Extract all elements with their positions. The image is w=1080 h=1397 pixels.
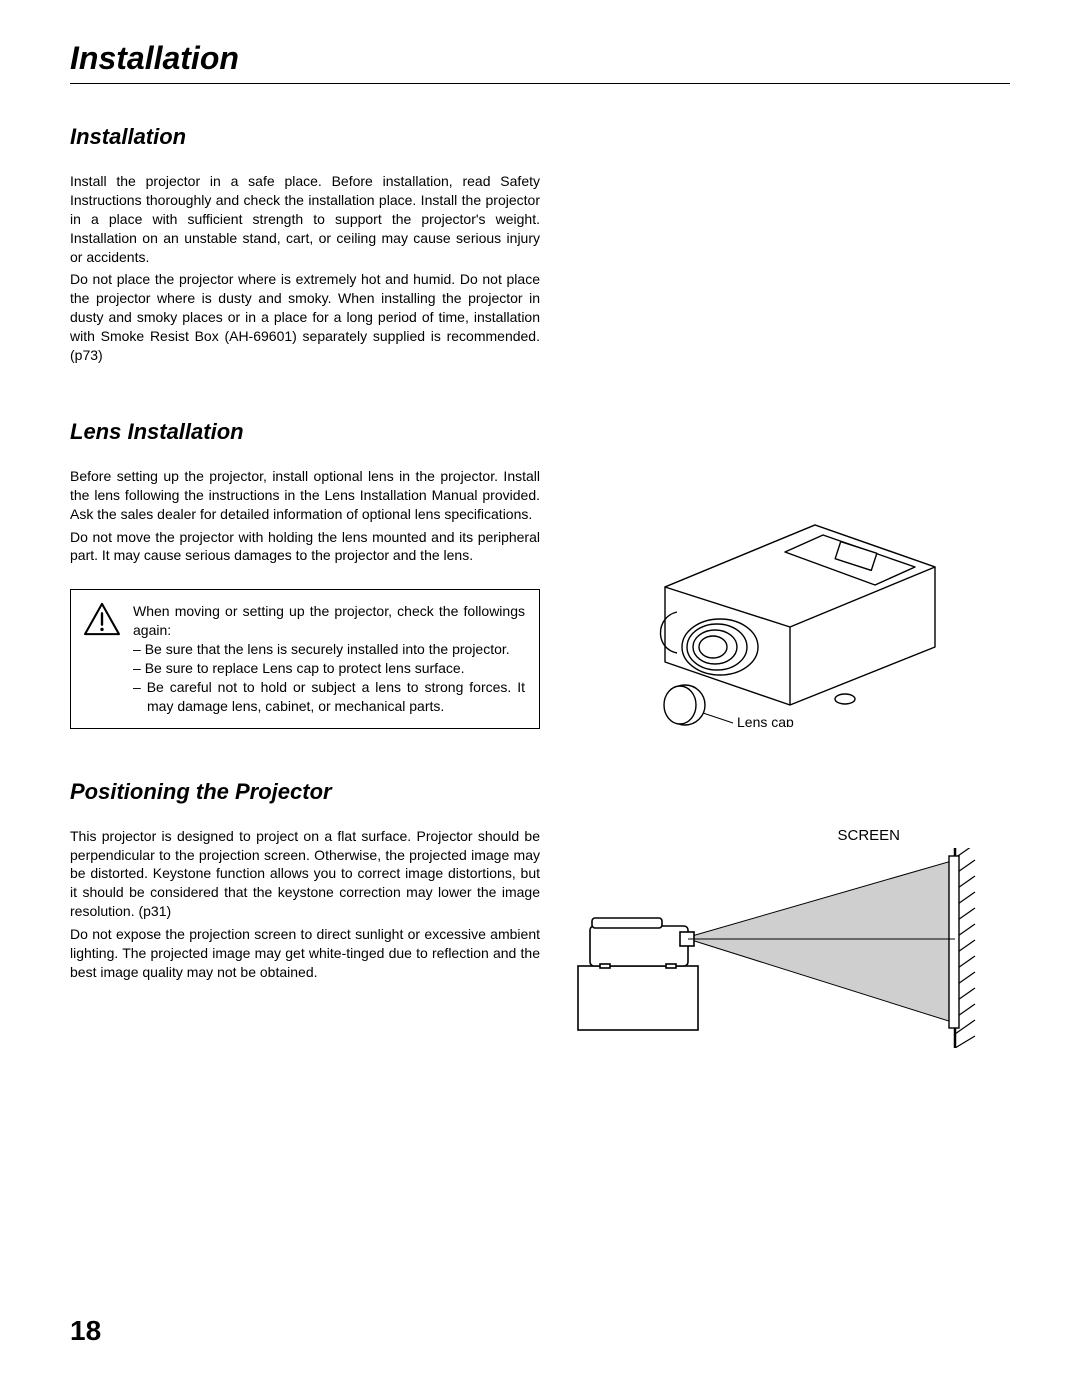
positioning-para1: This projector is designed to project on… [70, 827, 540, 921]
chapter-title: Installation [70, 40, 1010, 84]
screen-label: SCREEN [837, 827, 900, 844]
installation-para2: Do not place the projector where is extr… [70, 270, 540, 364]
caution-item: Be careful not to hold or subject a lens… [133, 678, 525, 716]
positioning-para2: Do not expose the projection screen to d… [70, 925, 540, 982]
lens-para2: Do not move the projector with holding t… [70, 528, 540, 566]
projector-figure: Lens cap [625, 467, 955, 727]
page-number: 18 [70, 1315, 101, 1347]
section-positioning: Positioning the Projector This projector… [70, 779, 1010, 1048]
caution-box: When moving or setting up the projector,… [70, 589, 540, 728]
section-title-installation: Installation [70, 124, 1010, 150]
lens-para1: Before setting up the projector, install… [70, 467, 540, 524]
installation-para1: Install the projector in a safe place. B… [70, 172, 540, 266]
section-title-lens: Lens Installation [70, 419, 1010, 445]
section-title-positioning: Positioning the Projector [70, 779, 1010, 805]
section-lens: Lens Installation Before setting up the … [70, 419, 1010, 729]
caution-intro: When moving or setting up the projector,… [133, 602, 525, 640]
caution-item: Be sure that the lens is securely instal… [133, 640, 525, 659]
section-installation: Installation Install the projector in a … [70, 124, 1010, 369]
lens-cap-label: Lens cap [737, 714, 794, 727]
positioning-figure [570, 848, 990, 1048]
warning-icon [83, 602, 121, 636]
caution-list: Be sure that the lens is securely instal… [133, 640, 525, 716]
caution-item: Be sure to replace Lens cap to protect l… [133, 659, 525, 678]
